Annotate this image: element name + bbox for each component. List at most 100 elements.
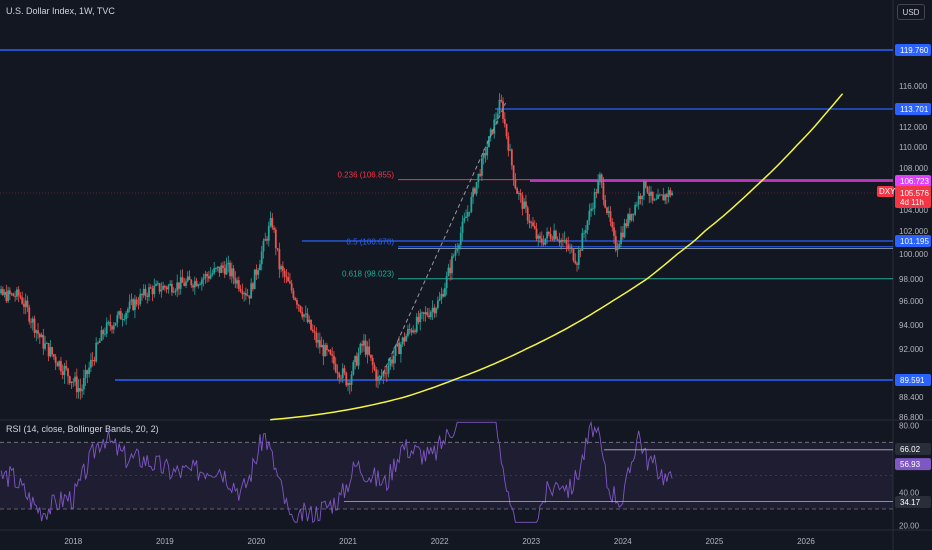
- candle: [271, 213, 274, 230]
- candle: [322, 339, 325, 366]
- candle: [38, 332, 41, 344]
- candle-body: [433, 307, 436, 314]
- candle-body: [634, 204, 637, 215]
- price-badge: [895, 235, 931, 247]
- candle: [79, 378, 82, 400]
- candle: [660, 194, 663, 196]
- rsi-badge: [895, 496, 931, 509]
- candle: [163, 284, 166, 292]
- candle-body: [320, 344, 323, 348]
- candle-body: [61, 371, 64, 376]
- candle: [606, 206, 608, 216]
- candle: [371, 354, 374, 373]
- price-badge-label: 119.760: [900, 46, 929, 55]
- candle: [512, 164, 515, 186]
- candle: [125, 310, 128, 326]
- candle-body: [232, 268, 235, 279]
- candle: [7, 286, 10, 304]
- candle: [10, 292, 13, 296]
- candle-body: [392, 355, 395, 364]
- candle: [447, 263, 450, 277]
- candle: [58, 360, 61, 371]
- candle: [42, 328, 45, 355]
- candle: [560, 238, 563, 250]
- candle-body: [206, 274, 209, 277]
- candle-body: [331, 354, 334, 356]
- candle: [33, 315, 36, 338]
- candle: [320, 336, 323, 348]
- candle-body: [200, 279, 203, 285]
- candle-body: [287, 277, 290, 282]
- candle-body: [176, 282, 179, 291]
- candle-body: [42, 334, 45, 349]
- candle-body: [105, 322, 108, 334]
- candle-body: [567, 244, 570, 249]
- candle-body: [98, 340, 101, 343]
- symbol-badge-label: DXY: [879, 187, 896, 196]
- candle-body: [558, 240, 561, 243]
- candle-body: [394, 346, 397, 356]
- candle: [130, 293, 133, 306]
- candle-body: [436, 300, 439, 309]
- candle: [449, 259, 452, 281]
- candle-body: [336, 371, 339, 374]
- candle-body: [49, 347, 52, 357]
- candle-body: [102, 330, 105, 335]
- candle: [614, 230, 617, 253]
- candle-body: [396, 342, 399, 347]
- candle-body: [289, 281, 291, 284]
- candle: [65, 360, 68, 371]
- rsi-tick-label: 20.00: [899, 522, 920, 531]
- candle: [162, 281, 165, 291]
- candle-body: [560, 239, 563, 243]
- candle-body: [93, 360, 96, 362]
- price-tick-label: 110.000: [899, 143, 928, 152]
- candle-body: [107, 321, 110, 323]
- candle-body: [160, 289, 163, 292]
- candle-body: [444, 288, 446, 297]
- candle: [193, 276, 196, 295]
- candle: [229, 260, 231, 280]
- candle-body: [644, 181, 647, 188]
- candle: [304, 305, 307, 318]
- candle-body: [109, 321, 112, 327]
- candle-body: [385, 373, 388, 375]
- candle-body: [303, 314, 305, 317]
- candle-body: [260, 251, 263, 265]
- candle-body: [264, 238, 267, 241]
- candle: [644, 180, 647, 189]
- candle: [562, 233, 564, 247]
- candle-body: [322, 344, 325, 357]
- candle-body: [63, 365, 66, 376]
- price-badge: [895, 103, 931, 115]
- candle: [35, 329, 38, 342]
- candle-body: [202, 278, 205, 280]
- candle-body: [174, 290, 177, 292]
- candle: [23, 297, 25, 315]
- candle: [185, 278, 187, 289]
- candle: [479, 169, 482, 178]
- candle-body: [611, 221, 614, 228]
- candle-body: [28, 307, 31, 322]
- candle: [357, 347, 360, 370]
- candle: [639, 193, 642, 205]
- candle: [574, 253, 577, 265]
- candle: [347, 380, 349, 392]
- candle: [618, 241, 621, 249]
- candle: [591, 202, 594, 212]
- candle-body: [278, 248, 281, 270]
- candle: [646, 185, 649, 194]
- time-tick-label: 2019: [156, 537, 174, 546]
- candle: [290, 279, 293, 294]
- candle-body: [267, 225, 270, 241]
- candle: [551, 235, 554, 241]
- candle-body: [604, 199, 607, 208]
- candle-body: [292, 290, 295, 299]
- candle: [313, 325, 316, 341]
- candle: [378, 375, 381, 385]
- candle: [542, 235, 545, 247]
- currency-button[interactable]: USD: [897, 4, 925, 20]
- candle-body: [246, 295, 249, 297]
- time-tick-label: 2021: [339, 537, 357, 546]
